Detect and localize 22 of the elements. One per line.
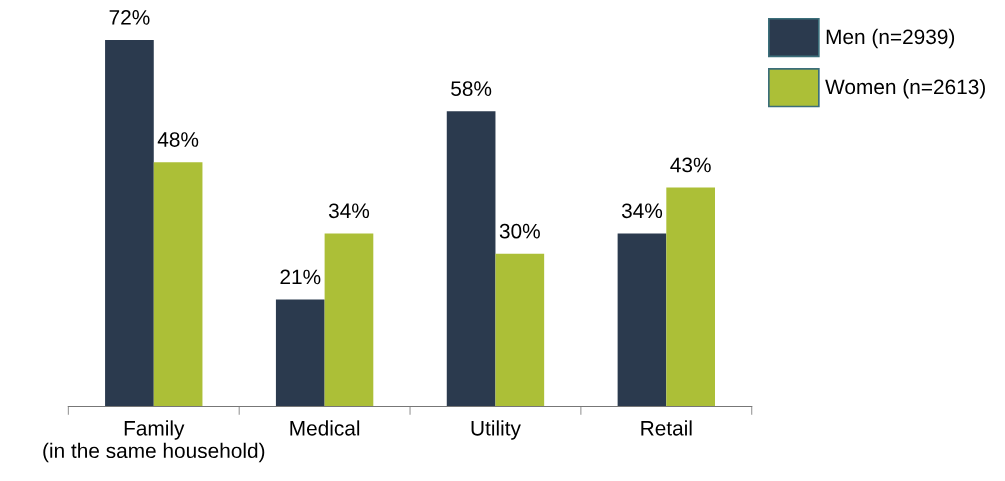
x-tick-label: Medical	[290, 420, 360, 436]
bar	[105, 39, 154, 407]
data-label: 48%	[157, 132, 199, 147]
bar	[495, 253, 545, 407]
bar	[666, 187, 716, 407]
data-label: 21%	[280, 269, 321, 285]
legend-label: Women (n=2613)	[825, 78, 985, 99]
bar	[275, 299, 325, 407]
bar	[446, 111, 496, 407]
data-label: 34%	[621, 203, 663, 219]
data-label: 58%	[451, 81, 492, 96]
x-tick-label: Utility	[471, 420, 521, 440]
x-tick-label: Family (in the same household)	[43, 420, 265, 463]
legend-label: Men (n=2939)	[826, 28, 955, 49]
bar	[324, 233, 374, 407]
data-label: 30%	[499, 223, 540, 239]
data-label: 43%	[670, 157, 711, 173]
bar	[153, 162, 203, 407]
data-label: 34%	[328, 203, 370, 219]
data-label: 72%	[109, 9, 150, 25]
bar	[617, 233, 667, 407]
x-tick-label: Retail	[641, 420, 692, 436]
